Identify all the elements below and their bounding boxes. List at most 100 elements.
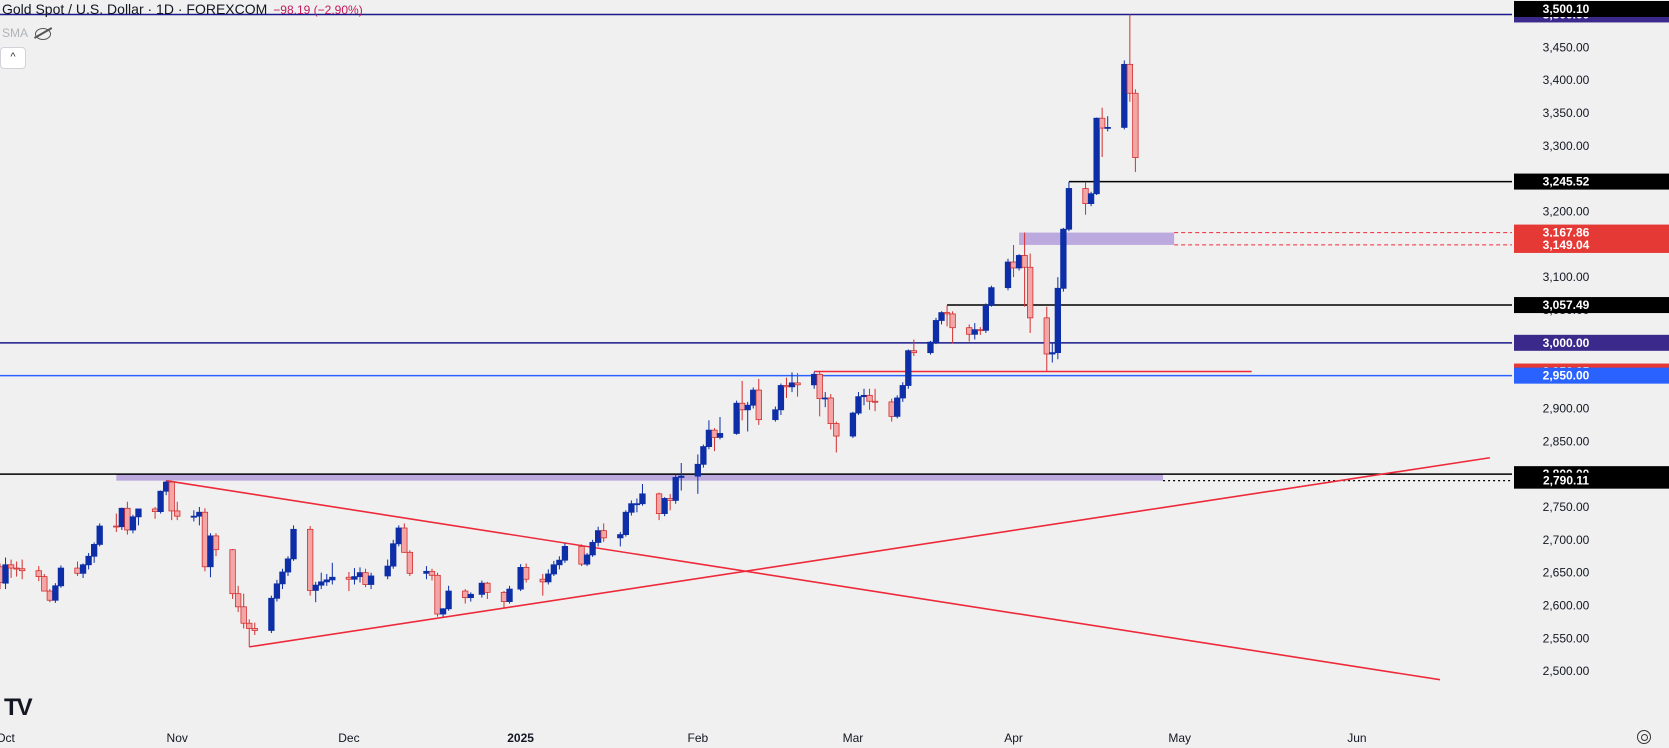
candle-down [345,576,353,580]
candle-down [113,525,120,528]
time-tick-label: Nov [167,731,188,745]
candle-up [1054,287,1061,354]
candle-down [0,566,4,583]
time-tick-label: May [1168,731,1191,745]
price-badge [1514,297,1669,314]
candle-up [1065,188,1073,230]
candle-up [390,543,397,567]
candle-up [1087,193,1095,204]
candle-down [168,481,175,512]
candle-up [118,507,125,528]
candle-down [406,551,413,574]
price-tick-label: 2,900.00 [1543,401,1590,415]
candle-down [1126,63,1133,94]
candle-down [362,572,369,585]
price-tick-label: 2,650.00 [1543,566,1590,580]
candle-down [235,593,242,608]
candle-up [517,567,524,590]
candle-up [733,402,740,434]
candle-up [971,329,978,335]
candle-up [1104,127,1111,129]
candle-down [151,508,159,512]
candle-down [212,535,220,551]
candle-up [135,508,142,518]
candle-up [595,530,602,543]
candle-up [622,511,629,535]
candle-up [899,385,906,399]
candle-up [163,481,170,492]
candle-down [174,510,181,517]
collapse-legend-button[interactable]: ^ [0,47,26,69]
candle-up [1060,228,1067,289]
candle-up [927,341,934,354]
candle-up [190,515,197,518]
candle-down [307,528,314,591]
price-badge-label: 3,000.00 [1543,336,1590,350]
price-tick-label: 2,550.00 [1543,631,1590,645]
candle-down [1099,117,1106,129]
candle-up [506,588,513,602]
candle-down [600,530,607,539]
candle-down [246,622,253,629]
candle-down [41,576,48,592]
price-tick-label: 3,200.00 [1543,204,1590,218]
price-labels-layer: 3,500.003,245.523,057.493,000.002,956.25… [1514,1,1669,489]
candle-up [744,404,751,411]
candle-up [583,554,591,565]
candle-down [755,389,762,421]
candle-down [484,582,491,593]
price-badge-label: 3,245.52 [1543,175,1590,189]
candle-down [500,591,508,602]
candle-down [655,493,663,514]
zone-box [116,474,1164,481]
price-badge [1514,334,1669,351]
time-axis[interactable]: Oct Nov Dec 2025 Feb Mar Apr May Jun [0,683,1513,748]
candle-up [196,511,203,517]
candle-up [129,516,137,531]
candle-up [860,394,868,398]
levels-layer [0,13,1512,482]
price-tick-label: 3,400.00 [1543,73,1590,87]
candle-up [96,525,103,545]
candle-down [794,382,801,386]
candle-up [1121,63,1128,128]
trendline [249,456,1490,648]
price-badge-label: 3,167.86 [1543,226,1590,240]
candle-down [783,385,790,388]
price-badge [1514,236,1669,253]
candle-up [467,593,474,599]
settings-gear-icon[interactable] [1637,730,1651,744]
candle-up [439,608,447,615]
candle-down [35,570,42,578]
candle-down [523,567,530,580]
indicator-legend[interactable]: SMA [2,26,51,40]
candle-down [711,429,718,438]
price-tick-label: 3,100.00 [1543,270,1590,284]
price-tick-label: 2,500.00 [1543,664,1590,678]
candle-down [251,628,258,631]
price-badge [1514,173,1669,190]
time-tick-label: Oct [0,731,16,745]
price-badge [1514,1,1669,17]
price-tick-label: 3,450.00 [1543,40,1590,54]
zone-box [1019,232,1175,245]
candle-up [329,576,336,581]
candle-up [52,585,59,601]
candle-down [1132,92,1139,159]
candle-down [124,507,131,531]
candle-up [822,397,829,400]
price-tick-label: 2,600.00 [1543,599,1590,613]
price-tick-label: 3,300.00 [1543,139,1590,153]
symbol-header[interactable]: Gold Spot / U.S. Dollar · 1D · FOREXCOM −… [2,1,363,17]
candle-up [384,565,391,577]
candle-up [79,564,87,574]
candle-up [982,304,989,331]
candle-up [894,397,901,417]
candle-up [550,564,557,575]
hidden-eye-icon[interactable] [34,27,51,40]
time-tick-label: Dec [338,731,359,745]
indicator-name: SMA [2,26,28,40]
candle-up [312,584,319,591]
candle-up [938,312,945,321]
